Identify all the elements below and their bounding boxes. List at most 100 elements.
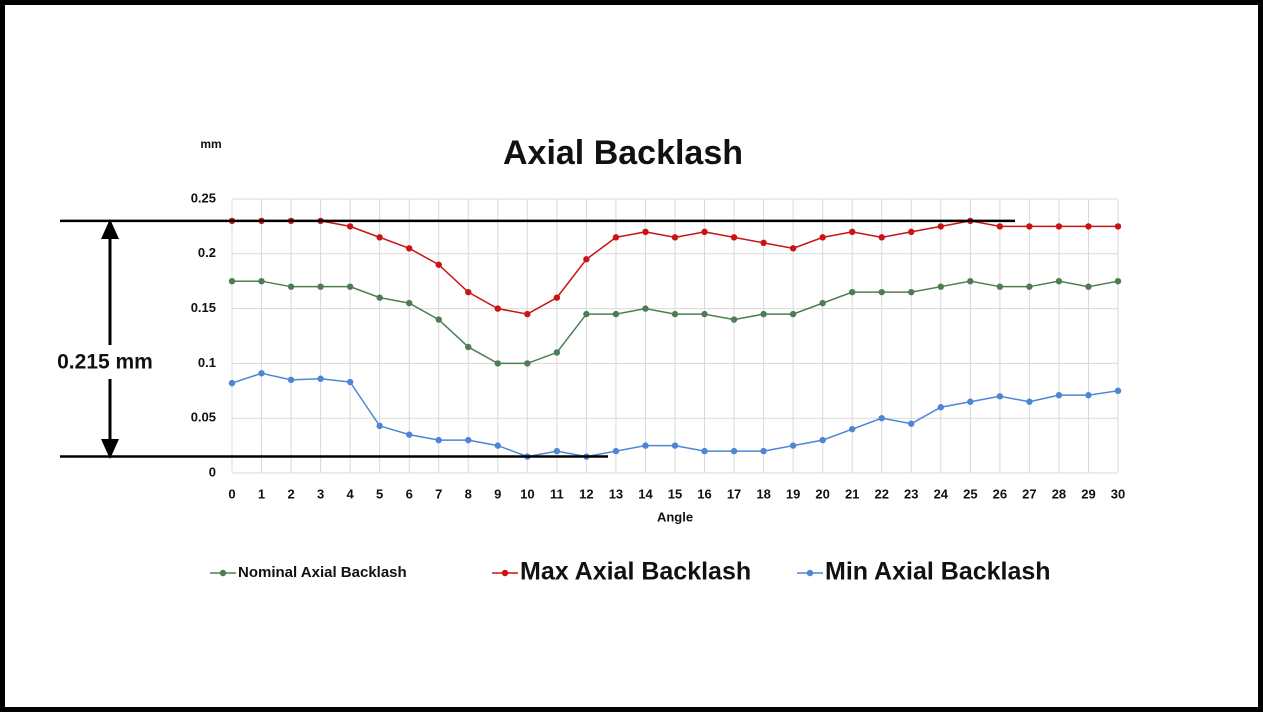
- x-tick-label: 5: [376, 486, 383, 501]
- data-point: [819, 299, 826, 307]
- data-point: [996, 393, 1004, 400]
- data-point: [258, 370, 265, 377]
- dimension-label: 0.215 mm: [57, 351, 153, 374]
- x-tick-label: 20: [815, 486, 829, 501]
- x-tick-label: 8: [465, 486, 472, 501]
- data-point: [849, 425, 856, 433]
- x-tick-label: 21: [845, 486, 859, 501]
- data-point: [937, 223, 944, 230]
- data-point: [996, 223, 1004, 230]
- data-point: [406, 299, 413, 307]
- x-tick-label: 23: [904, 486, 918, 501]
- data-point: [346, 378, 354, 386]
- x-axis-label: Angle: [657, 509, 693, 524]
- chart: Axial Backlash mm Angle 0.215 mm 0 0.05 0.…: [45, 134, 1125, 586]
- data-point: [996, 283, 1004, 290]
- data-point: [553, 447, 561, 455]
- x-tick-label: 9: [494, 486, 501, 501]
- data-point: [789, 442, 797, 449]
- data-point: [317, 375, 324, 382]
- data-point: [494, 442, 501, 449]
- data-point: [642, 305, 649, 312]
- data-point: [376, 294, 383, 301]
- data-point: [553, 349, 561, 356]
- data-point: [612, 234, 620, 241]
- data-point: [1055, 278, 1063, 285]
- data-point: [346, 223, 354, 230]
- x-tick-label: 10: [520, 486, 534, 501]
- data-point: [376, 234, 383, 241]
- y-tick-label: 0.2: [198, 245, 216, 260]
- data-point: [435, 261, 442, 268]
- data-point: [849, 288, 856, 296]
- data-point: [612, 310, 620, 318]
- x-tick-label: 22: [874, 486, 888, 501]
- data-point: [494, 360, 501, 367]
- legend-label: Nominal Axial Backlash: [238, 564, 407, 581]
- dimension-arrow: [45, 219, 165, 459]
- legend-swatch-marker: [806, 569, 814, 577]
- x-tick-label: 4: [347, 486, 355, 501]
- data-point: [465, 288, 472, 296]
- data-point: [1026, 398, 1033, 405]
- data-point: [642, 228, 649, 236]
- data-point: [878, 415, 885, 422]
- data-point: [376, 422, 383, 430]
- data-point: [819, 234, 826, 241]
- data-point: [553, 294, 561, 301]
- data-point: [908, 288, 915, 296]
- data-point: [494, 305, 501, 312]
- legend-label: Min Axial Backlash: [825, 558, 1051, 586]
- x-tick-label: 27: [1022, 486, 1036, 501]
- data-point: [317, 283, 324, 290]
- data-point: [346, 283, 354, 290]
- x-tick-label: 19: [786, 486, 800, 501]
- data-point: [1055, 223, 1063, 230]
- data-point: [1026, 283, 1033, 290]
- legend-swatch-marker: [501, 569, 509, 577]
- x-tick-label: 24: [934, 486, 949, 501]
- data-point: [760, 310, 767, 318]
- data-point: [701, 447, 708, 455]
- data-point: [1085, 223, 1092, 230]
- data-point: [671, 310, 679, 318]
- data-point: [1114, 278, 1122, 285]
- data-point: [583, 256, 590, 263]
- legend-swatch-marker: [219, 569, 227, 577]
- x-tick-label: 3: [317, 486, 324, 501]
- data-point: [1085, 391, 1092, 399]
- data-point: [435, 436, 442, 444]
- grid: [231, 198, 1119, 474]
- data-point: [524, 360, 531, 367]
- x-tick-label: 2: [287, 486, 294, 501]
- data-point: [760, 239, 767, 247]
- data-point: [583, 310, 590, 318]
- x-tick-label: 13: [609, 486, 623, 501]
- data-point: [908, 420, 915, 427]
- data-point: [937, 404, 944, 411]
- data-point: [760, 447, 767, 455]
- data-point: [849, 228, 856, 236]
- data-point: [642, 442, 649, 449]
- data-point: [406, 431, 413, 438]
- data-point: [908, 228, 915, 236]
- data-point: [671, 234, 679, 241]
- y-tick-label: 0: [209, 464, 216, 479]
- y-tick-label: 0.1: [198, 355, 216, 370]
- data-point: [1114, 387, 1122, 394]
- x-tick-label: 29: [1081, 486, 1095, 501]
- data-point: [671, 442, 679, 449]
- data-point: [730, 234, 738, 241]
- data-point: [612, 447, 620, 455]
- data-point: [789, 245, 797, 252]
- y-tick-label: 0.15: [191, 300, 216, 315]
- data-point: [465, 436, 472, 444]
- data-point: [465, 343, 472, 351]
- data-point: [435, 316, 442, 323]
- data-point: [819, 436, 826, 444]
- data-point: [789, 310, 797, 318]
- data-point: [967, 278, 974, 285]
- x-tick-label: 30: [1111, 486, 1125, 501]
- data-point: [287, 283, 295, 290]
